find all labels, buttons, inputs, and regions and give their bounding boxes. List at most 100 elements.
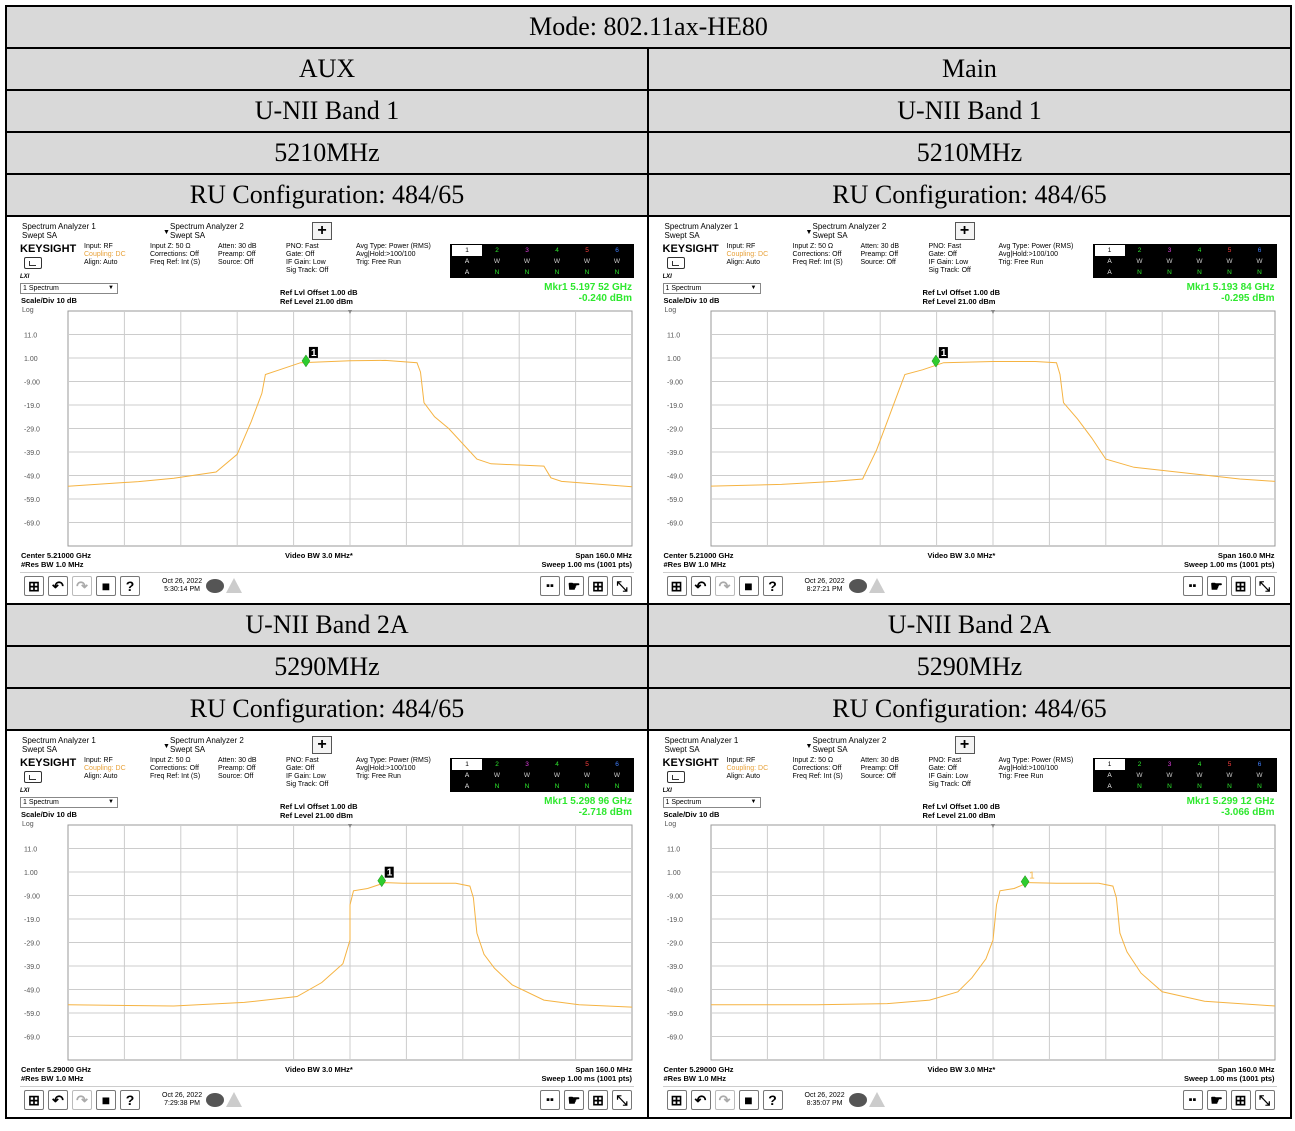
redo-icon[interactable]: ↷: [72, 1090, 92, 1110]
trace-select[interactable]: 1 Spectrum ▼: [662, 283, 761, 294]
average-settings[interactable]: Avg Type: Power (RMS) Avg|Hold:>100/100 …: [356, 243, 431, 267]
window-layout-icon[interactable]: ▪▪: [1182, 1090, 1203, 1110]
windows-icon[interactable]: ⊞: [24, 1090, 44, 1110]
trace-status-cell[interactable]: N: [1137, 783, 1142, 790]
undo-icon[interactable]: ↶: [690, 1090, 711, 1110]
touch-icon[interactable]: ☛: [564, 576, 584, 596]
trace-status-cell[interactable]: 5: [585, 761, 589, 768]
dropdown-arrow-icon[interactable]: ▼: [163, 229, 170, 236]
trace-status-cell[interactable]: A: [464, 783, 470, 790]
back-icon[interactable]: [666, 771, 685, 783]
sweep-settings[interactable]: PNO: Fast Gate: Off IF Gain: Low Sig Tra…: [286, 243, 328, 275]
trace-select[interactable]: 1 Spectrum ▼: [662, 797, 761, 808]
trace-status-cell[interactable]: W: [523, 258, 531, 265]
impedance-settings[interactable]: Input Z: 50 Ω Corrections: Off Freq Ref:…: [793, 243, 843, 267]
zoom-icon[interactable]: ⤡: [612, 1090, 632, 1110]
trace-status-cell[interactable]: N: [494, 783, 500, 790]
tab-spectrum-analyzer-2[interactable]: Spectrum Analyzer 2 Swept SA: [170, 736, 244, 754]
input-settings[interactable]: Input: RF Coupling: DC Align: Auto: [727, 757, 769, 781]
sweep-settings[interactable]: PNO: Fast Gate: Off IF Gain: Low Sig Tra…: [929, 757, 971, 789]
trace-status-cell[interactable]: 4: [555, 761, 559, 768]
trace-status-cell[interactable]: W: [493, 258, 501, 265]
help-icon[interactable]: ?: [762, 1090, 783, 1110]
trace-status-cell[interactable]: A: [1107, 258, 1112, 265]
trace-status-cell[interactable]: 6: [615, 761, 619, 768]
add-tab-button[interactable]: +: [312, 222, 332, 240]
sweep-settings[interactable]: PNO: Fast Gate: Off IF Gain: Low Sig Tra…: [286, 757, 328, 789]
trace-status-cell[interactable]: N: [1137, 269, 1142, 276]
input-settings[interactable]: Input: RF Coupling: DC Align: Auto: [84, 757, 126, 781]
tab-spectrum-analyzer-1[interactable]: Spectrum Analyzer 1 Swept SA: [665, 222, 739, 240]
folder-icon[interactable]: ■: [96, 576, 116, 596]
chat-icon[interactable]: [848, 579, 867, 593]
spectrum-plot[interactable]: 11.0 1.00 -9.00 -19.0 -29.0 -39.0 -49.0 -59.0 -6…: [20, 821, 634, 1063]
trace-status-cell[interactable]: W: [1226, 772, 1233, 779]
redo-icon[interactable]: ↷: [714, 1090, 735, 1110]
trace-status-cell[interactable]: 6: [615, 247, 619, 254]
touch-icon[interactable]: ☛: [1206, 576, 1227, 596]
tab-spectrum-analyzer-1[interactable]: Spectrum Analyzer 1 Swept SA: [22, 222, 96, 240]
multi-view-icon[interactable]: ⊞: [588, 576, 608, 596]
tab-spectrum-analyzer-1[interactable]: Spectrum Analyzer 1 Swept SA: [22, 736, 96, 754]
folder-icon[interactable]: ■: [738, 1090, 759, 1110]
spectrum-plot[interactable]: 11.0 1.00 -9.00 -19.0 -29.0 -39.0 -49.0 -59.0 -6…: [663, 821, 1277, 1063]
trace-status-cell[interactable]: N: [524, 783, 530, 790]
trace-status-cell[interactable]: W: [1256, 772, 1263, 779]
folder-icon[interactable]: ■: [96, 1090, 116, 1110]
trace-status-cell[interactable]: 1: [1094, 245, 1125, 256]
attenuation-settings[interactable]: Atten: 30 dB Preamp: Off Source: Off: [218, 757, 257, 781]
redo-icon[interactable]: ↷: [714, 576, 735, 596]
trace-status-cell[interactable]: N: [1197, 269, 1202, 276]
touch-icon[interactable]: ☛: [1206, 1090, 1227, 1110]
attenuation-settings[interactable]: Atten: 30 dB Preamp: Off Source: Off: [861, 757, 900, 781]
trace-status-cell[interactable]: N: [584, 269, 590, 276]
zoom-icon[interactable]: ⤡: [612, 576, 632, 596]
trace-status-cell[interactable]: W: [1166, 772, 1173, 779]
trace-status-cell[interactable]: 5: [1227, 761, 1232, 768]
windows-icon[interactable]: ⊞: [666, 1090, 687, 1110]
trace-status-cell[interactable]: N: [1227, 783, 1232, 790]
trace-select[interactable]: 1 Spectrum ▼: [20, 283, 118, 294]
trace-status-cell[interactable]: N: [584, 783, 590, 790]
trace-status-cell[interactable]: W: [553, 772, 561, 779]
input-settings[interactable]: Input: RF Coupling: DC Align: Auto: [84, 243, 126, 267]
trace-select[interactable]: 1 Spectrum ▼: [20, 797, 118, 808]
trace-status-grid[interactable]: 1 2 3 4 5 6 A W W W W W A N N N N N: [1092, 758, 1277, 792]
trace-status-cell[interactable]: 1: [452, 759, 482, 770]
back-icon[interactable]: [24, 257, 42, 269]
trace-status-cell[interactable]: W: [1136, 258, 1143, 265]
trace-status-cell[interactable]: 2: [495, 247, 499, 254]
trace-status-cell[interactable]: N: [524, 269, 530, 276]
trace-status-cell[interactable]: 1: [1094, 759, 1125, 770]
help-icon[interactable]: ?: [762, 576, 783, 596]
trace-status-cell[interactable]: 4: [1197, 247, 1202, 254]
input-settings[interactable]: Input: RF Coupling: DC Align: Auto: [727, 243, 769, 267]
multi-view-icon[interactable]: ⊞: [1230, 576, 1251, 596]
trace-status-cell[interactable]: N: [1197, 783, 1202, 790]
trace-status-cell[interactable]: W: [553, 258, 561, 265]
trace-status-cell[interactable]: W: [1136, 772, 1143, 779]
trace-status-cell[interactable]: N: [1257, 783, 1262, 790]
redo-icon[interactable]: ↷: [72, 576, 92, 596]
spectrum-plot[interactable]: 11.0 1.00 -9.00 -19.0 -29.0 -39.0 -49.0 -59.0 -6…: [663, 307, 1277, 549]
multi-view-icon[interactable]: ⊞: [588, 1090, 608, 1110]
trace-status-cell[interactable]: A: [1107, 269, 1112, 276]
chat-icon[interactable]: [206, 1093, 224, 1107]
zoom-icon[interactable]: ⤡: [1254, 576, 1275, 596]
trace-status-cell[interactable]: W: [583, 772, 591, 779]
trace-status-cell[interactable]: N: [614, 269, 620, 276]
trace-status-cell[interactable]: N: [554, 269, 560, 276]
add-tab-button[interactable]: +: [312, 736, 332, 754]
trace-status-cell[interactable]: 5: [1227, 247, 1232, 254]
trace-status-cell[interactable]: A: [1107, 772, 1112, 779]
average-settings[interactable]: Avg Type: Power (RMS) Avg|Hold:>100/100 …: [999, 757, 1074, 781]
dropdown-arrow-icon[interactable]: ▼: [805, 743, 813, 750]
trace-status-cell[interactable]: W: [1196, 772, 1203, 779]
trace-status-cell[interactable]: W: [493, 772, 501, 779]
trace-status-cell[interactable]: N: [1257, 269, 1262, 276]
trace-status-cell[interactable]: W: [583, 258, 591, 265]
trace-status-grid[interactable]: 1 2 3 4 5 6 A W W W W W A N N N N N: [450, 244, 634, 278]
trace-status-cell[interactable]: 3: [1167, 247, 1172, 254]
trace-status-cell[interactable]: N: [1227, 269, 1232, 276]
trace-status-cell[interactable]: A: [464, 269, 470, 276]
